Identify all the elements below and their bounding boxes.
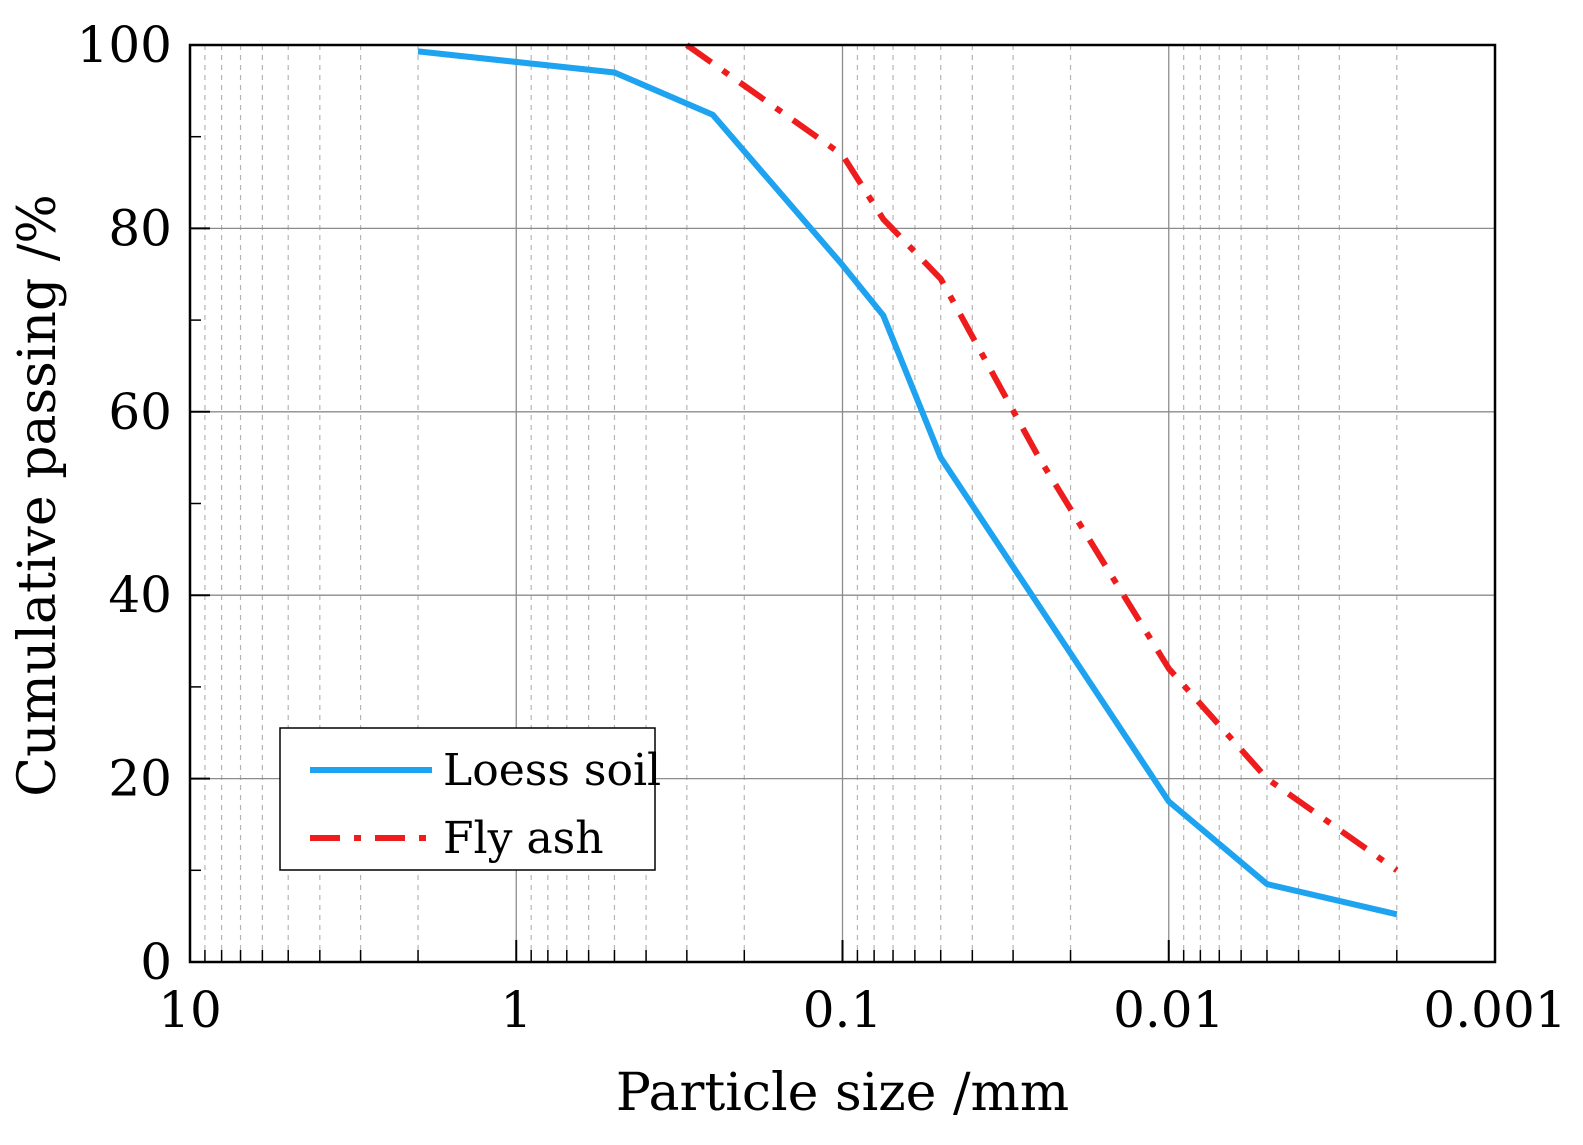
y-tick-label: 100	[77, 16, 172, 74]
x-tick-label: 1	[500, 981, 532, 1039]
legend: Loess soil Fly ash	[279, 727, 661, 871]
x-tick-label: 10	[158, 981, 222, 1039]
legend-box	[279, 727, 656, 871]
y-tick-label: 20	[108, 750, 172, 808]
y-tick-label: 60	[108, 383, 172, 441]
tick-labels: 10 1 0.1 0.01 0.001 0 20 40 60 80 100	[77, 16, 1567, 1039]
axis-ticks	[189, 44, 1496, 963]
x-axis-title: Particle size /mm	[616, 1063, 1069, 1123]
y-axis-title: Cumulative passing /%	[8, 194, 68, 796]
x-tick-label: 0.001	[1423, 981, 1566, 1039]
series-line-fly-ash	[685, 42, 1399, 873]
y-tick-label: 80	[108, 199, 172, 257]
x-tick-label: 0.01	[1113, 981, 1224, 1039]
legend-label-fly-ash: Fly ash	[443, 813, 604, 864]
y-tick-label: 0	[140, 933, 172, 991]
x-tick-label: 0.1	[803, 981, 883, 1039]
y-tick-label: 40	[108, 566, 172, 624]
legend-label-loess-soil: Loess soil	[443, 745, 661, 796]
series-layer	[417, 42, 1399, 918]
series-line-loess-soil	[417, 48, 1398, 918]
